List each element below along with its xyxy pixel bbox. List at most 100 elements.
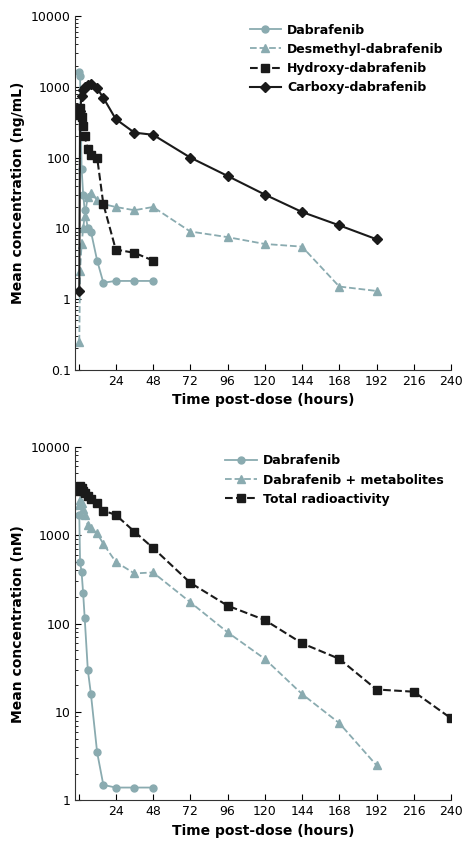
Desmethyl-dabrafenib: [262, 239, 268, 249]
Desmethyl-dabrafenib: [187, 227, 193, 237]
Total radioactivity: [82, 488, 88, 498]
Hydroxy-dabrafenib: [113, 245, 118, 255]
Carboxy-dabrafenib: [132, 127, 137, 138]
Hydroxy-dabrafenib: [79, 111, 84, 121]
Dabrafenib: [100, 278, 106, 288]
Dabrafenib: [82, 613, 88, 623]
Desmethyl-dabrafenib: [299, 242, 305, 252]
Carboxy-dabrafenib: [299, 207, 305, 217]
Carboxy-dabrafenib: [113, 114, 118, 124]
Line: Desmethyl-dabrafenib: Desmethyl-dabrafenib: [75, 188, 381, 346]
Hydroxy-dabrafenib: [132, 248, 137, 258]
Carboxy-dabrafenib: [88, 79, 94, 89]
Dabrafenib: [94, 747, 100, 757]
Dabrafenib: [85, 223, 91, 233]
Dabrafenib + metabolites: [94, 528, 100, 538]
Dabrafenib + metabolites: [79, 498, 84, 509]
Total radioactivity: [88, 493, 94, 503]
Dabrafenib: [79, 567, 84, 577]
Desmethyl-dabrafenib: [82, 211, 88, 221]
Total radioactivity: [85, 491, 91, 501]
Carboxy-dabrafenib: [337, 220, 342, 230]
Carboxy-dabrafenib: [187, 153, 193, 163]
Total radioactivity: [79, 483, 84, 493]
Desmethyl-dabrafenib: [225, 232, 230, 242]
Total radioactivity: [132, 526, 137, 537]
Line: Total radioactivity: Total radioactivity: [75, 482, 455, 722]
Desmethyl-dabrafenib: [94, 195, 100, 205]
Total radioactivity: [94, 498, 100, 509]
Hydroxy-dabrafenib: [76, 110, 82, 120]
Carboxy-dabrafenib: [76, 286, 82, 296]
Dabrafenib: [80, 588, 86, 599]
Carboxy-dabrafenib: [100, 93, 106, 103]
Carboxy-dabrafenib: [77, 106, 83, 116]
Dabrafenib: [76, 67, 82, 77]
Legend: Dabrafenib, Desmethyl-dabrafenib, Hydroxy-dabrafenib, Carboxy-dabrafenib: Dabrafenib, Desmethyl-dabrafenib, Hydrox…: [245, 19, 448, 99]
Y-axis label: Mean concentration (ng/mL): Mean concentration (ng/mL): [11, 82, 25, 304]
Dabrafenib + metabolites: [187, 597, 193, 607]
Desmethyl-dabrafenib: [80, 223, 86, 233]
Total radioactivity: [337, 654, 342, 664]
Dabrafenib + metabolites: [225, 627, 230, 638]
Dabrafenib: [150, 276, 156, 286]
Dabrafenib + metabolites: [77, 495, 83, 505]
Total radioactivity: [299, 638, 305, 649]
Total radioactivity: [113, 509, 118, 520]
Carboxy-dabrafenib: [94, 83, 100, 93]
Dabrafenib + metabolites: [299, 689, 305, 699]
Hydroxy-dabrafenib: [100, 199, 106, 209]
Total radioactivity: [225, 600, 230, 610]
Desmethyl-dabrafenib: [85, 192, 91, 202]
Desmethyl-dabrafenib: [113, 202, 118, 212]
Dabrafenib: [79, 163, 84, 173]
Desmethyl-dabrafenib: [337, 282, 342, 292]
Dabrafenib + metabolites: [113, 557, 118, 567]
Desmethyl-dabrafenib: [76, 336, 82, 346]
Desmethyl-dabrafenib: [77, 266, 83, 276]
Dabrafenib: [113, 783, 118, 793]
Total radioactivity: [80, 486, 86, 496]
Hydroxy-dabrafenib: [88, 149, 94, 160]
Desmethyl-dabrafenib: [79, 239, 84, 249]
Carboxy-dabrafenib: [79, 91, 84, 101]
Desmethyl-dabrafenib: [374, 286, 379, 296]
Desmethyl-dabrafenib: [100, 199, 106, 209]
Dabrafenib + metabolites: [374, 760, 379, 770]
Hydroxy-dabrafenib: [150, 256, 156, 266]
Total radioactivity: [77, 481, 83, 492]
Total radioactivity: [374, 684, 379, 694]
Dabrafenib + metabolites: [88, 523, 94, 533]
Dabrafenib + metabolites: [132, 568, 137, 578]
Hydroxy-dabrafenib: [94, 153, 100, 163]
Dabrafenib + metabolites: [337, 718, 342, 728]
Dabrafenib: [80, 189, 86, 200]
Dabrafenib: [113, 276, 118, 286]
Dabrafenib + metabolites: [85, 520, 91, 531]
Dabrafenib + metabolites: [76, 500, 82, 510]
Dabrafenib + metabolites: [262, 654, 268, 664]
Desmethyl-dabrafenib: [132, 205, 137, 216]
Dabrafenib: [94, 256, 100, 266]
Y-axis label: Mean concentration (nM): Mean concentration (nM): [11, 525, 25, 722]
Dabrafenib + metabolites: [82, 509, 88, 520]
Line: Dabrafenib: Dabrafenib: [76, 511, 156, 791]
Dabrafenib: [77, 71, 83, 82]
Total radioactivity: [150, 543, 156, 553]
Dabrafenib: [76, 509, 82, 520]
Dabrafenib: [132, 276, 137, 286]
Line: Carboxy-dabrafenib: Carboxy-dabrafenib: [76, 81, 380, 295]
Carboxy-dabrafenib: [150, 130, 156, 140]
Dabrafenib: [85, 665, 91, 675]
Total radioactivity: [187, 577, 193, 588]
X-axis label: Time post-dose (hours): Time post-dose (hours): [172, 393, 355, 408]
Carboxy-dabrafenib: [85, 81, 91, 91]
Total radioactivity: [100, 505, 106, 515]
Dabrafenib: [100, 780, 106, 790]
Line: Hydroxy-dabrafenib: Hydroxy-dabrafenib: [75, 104, 157, 265]
Dabrafenib + metabolites: [150, 567, 156, 577]
Carboxy-dabrafenib: [262, 189, 268, 200]
Hydroxy-dabrafenib: [82, 132, 88, 142]
Total radioactivity: [262, 615, 268, 625]
Total radioactivity: [411, 687, 417, 697]
